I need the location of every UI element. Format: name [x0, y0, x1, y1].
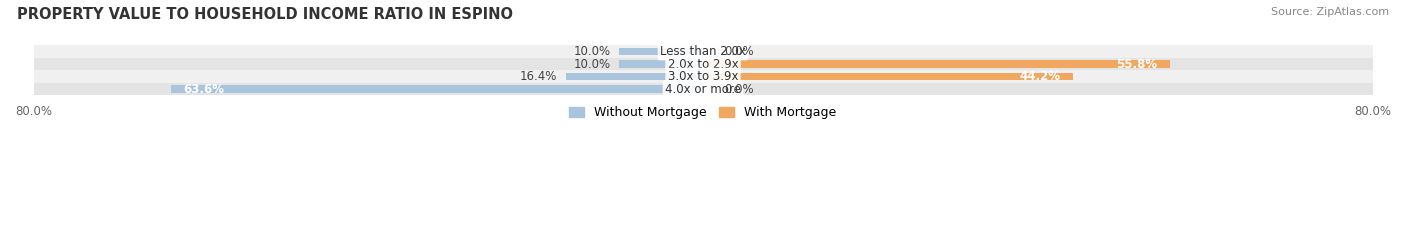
Bar: [703, 73, 1073, 80]
Bar: [34, 58, 1372, 70]
Bar: [619, 48, 703, 55]
Text: 44.2%: 44.2%: [1019, 70, 1060, 83]
Text: 2.0x to 2.9x: 2.0x to 2.9x: [668, 58, 738, 71]
Bar: [170, 85, 703, 93]
Bar: [34, 45, 1372, 58]
Text: 0.0%: 0.0%: [724, 82, 754, 96]
Text: PROPERTY VALUE TO HOUSEHOLD INCOME RATIO IN ESPINO: PROPERTY VALUE TO HOUSEHOLD INCOME RATIO…: [17, 7, 513, 22]
Bar: [565, 73, 703, 80]
Text: 16.4%: 16.4%: [520, 70, 557, 83]
Text: 0.0%: 0.0%: [724, 45, 754, 58]
Text: 10.0%: 10.0%: [574, 58, 612, 71]
Legend: Without Mortgage, With Mortgage: Without Mortgage, With Mortgage: [564, 101, 842, 124]
Text: 10.0%: 10.0%: [574, 45, 612, 58]
Text: 3.0x to 3.9x: 3.0x to 3.9x: [668, 70, 738, 83]
Text: 63.6%: 63.6%: [183, 82, 225, 96]
Bar: [703, 60, 1170, 68]
Text: Source: ZipAtlas.com: Source: ZipAtlas.com: [1271, 7, 1389, 17]
Text: 4.0x or more: 4.0x or more: [665, 82, 741, 96]
Bar: [619, 60, 703, 68]
Bar: [34, 83, 1372, 95]
Text: 55.8%: 55.8%: [1116, 58, 1157, 71]
Text: Less than 2.0x: Less than 2.0x: [659, 45, 747, 58]
Bar: [34, 70, 1372, 83]
